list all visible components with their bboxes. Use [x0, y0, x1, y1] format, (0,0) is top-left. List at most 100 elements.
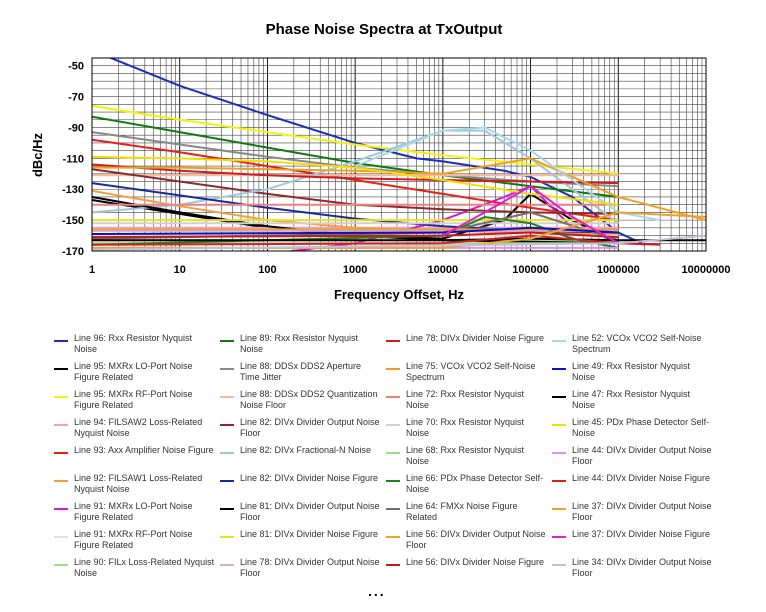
- legend-swatch: [54, 452, 68, 454]
- legend-item: Line 47: Rxx Resistor Nyquist Noise: [548, 389, 718, 415]
- legend-label: Line 70: Rxx Resistor Nyquist Noise: [406, 417, 525, 438]
- legend-label: Line 78: DIVx Divider Output Noise Floor: [240, 557, 380, 578]
- legend-item: Line 68: Rxx Resistor Nyquist Noise: [382, 445, 552, 471]
- legend-label: Line 82: DIVx Divider Output Noise Floor: [240, 417, 380, 438]
- legend-label: Line 47: Rxx Resistor Nyquist Noise: [572, 389, 691, 410]
- series-line-31: [92, 155, 619, 206]
- x-axis-label: Frequency Offset, Hz: [334, 287, 465, 302]
- legend-item: Line 52: VCOx VCO2 Self-Noise Spectrum: [548, 333, 718, 359]
- legend-swatch: [54, 508, 68, 510]
- legend-item: Line 66: PDx Phase Detector Self-Noise: [382, 473, 552, 499]
- legend-item: Line 64: FMXx Noise Figure Related: [382, 501, 552, 527]
- legend-swatch: [552, 396, 566, 398]
- legend-label: Line 34: DIVx Divider Output Noise Floor: [572, 557, 712, 578]
- legend-label: Line 81: DIVx Divider Noise Figure: [240, 529, 379, 539]
- legend-swatch: [386, 508, 400, 510]
- series-group: [92, 58, 706, 251]
- series-line-5: [92, 138, 619, 222]
- plot-frame: [91, 57, 707, 252]
- legend-label: Line 37: DIVx Divider Output Noise Floor: [572, 501, 712, 522]
- legend-item: Line 91: MXRx LO-Port Noise Figure Relat…: [50, 501, 220, 527]
- legend-swatch: [220, 368, 234, 370]
- legend-swatch: [552, 452, 566, 454]
- legend-label: Line 78: DIVx Divider Noise Figure: [406, 333, 545, 343]
- y-axis-label: dBc/Hz: [30, 132, 45, 177]
- legend-swatch: [552, 564, 566, 566]
- legend-label: Line 91: MXRx RF-Port Noise Figure Relat…: [74, 529, 193, 550]
- legend-item: Line 89: Rxx Resistor Nyquist Noise: [216, 333, 386, 359]
- legend-item: Line 81: DIVx Divider Noise Figure: [216, 529, 386, 555]
- legend-item: Line 37: DIVx Divider Output Noise Floor: [548, 501, 718, 527]
- legend-swatch: [386, 536, 400, 538]
- x-tick-label: 10000: [428, 264, 459, 276]
- legend-swatch: [386, 424, 400, 426]
- legend-swatch: [54, 480, 68, 482]
- legend-label: Line 37: DIVx Divider Noise Figure: [572, 529, 711, 539]
- series-line-33: [92, 234, 661, 246]
- series-line-35: [442, 185, 619, 245]
- legend-swatch: [386, 480, 400, 482]
- legend-swatch: [386, 564, 400, 566]
- legend-label: Line 93: Axx Amplifier Noise Figure: [74, 445, 214, 455]
- series-line-34: [92, 211, 706, 249]
- y-tick-label: -90: [68, 122, 84, 134]
- legend-label: Line 94: FILSAW2 Loss-Related Nyquist No…: [74, 417, 203, 438]
- series-line-20: [92, 157, 706, 222]
- legend-item: Line 96: Rxx Resistor Nyquist Noise: [50, 333, 220, 359]
- legend-item: Line 75: VCOx VCO2 Self-Noise Spectrum: [382, 361, 552, 387]
- legend-label: Line 44: DIVx Divider Noise Figure: [572, 473, 711, 483]
- legend-item: Line 92: FILSAW1 Loss-Related Nyquist No…: [50, 473, 220, 499]
- legend-item: Line 56: DIVx Divider Output Noise Floor: [382, 529, 552, 555]
- y-tick-label: -70: [68, 92, 84, 104]
- y-tick-label: -130: [62, 184, 84, 196]
- legend-swatch: [54, 564, 68, 566]
- legend-item: Line 44: DIVx Divider Output Noise Floor: [548, 445, 718, 471]
- legend-swatch: [220, 424, 234, 426]
- series-line-29: [92, 226, 619, 235]
- x-tick-label: 100000: [512, 264, 549, 276]
- legend-label: Line 64: FMXx Noise Figure Related: [406, 501, 518, 522]
- legend-swatch: [220, 564, 234, 566]
- legend-item: Line 37: DIVx Divider Noise Figure: [548, 529, 718, 555]
- legend-label: Line 68: Rxx Resistor Nyquist Noise: [406, 445, 525, 466]
- legend-swatch: [54, 424, 68, 426]
- legend-label: Line 52: VCOx VCO2 Self-Noise Spectrum: [572, 333, 702, 354]
- legend-swatch: [54, 536, 68, 538]
- legend-item: Line 45: PDx Phase Detector Self-Noise: [548, 417, 718, 443]
- legend-item: Line 95: MXRx LO-Port Noise Figure Relat…: [50, 361, 220, 387]
- x-tick-label: 1: [89, 264, 95, 276]
- legend-item: Line 91: MXRx RF-Port Noise Figure Relat…: [50, 529, 220, 555]
- legend-item: Line 56: DIVx Divider Noise Figure: [382, 557, 552, 583]
- legend-swatch: [220, 480, 234, 482]
- legend-item: Line 49: Rxx Resistor Nyquist Noise: [548, 361, 718, 387]
- y-tick-label: -110: [63, 153, 84, 165]
- y-axis-ticks: -50 -70 -90 -110 -130 -150 -170: [62, 61, 84, 258]
- legend-more-indicator[interactable]: ...: [368, 583, 386, 599]
- legend-swatch: [552, 536, 566, 538]
- legend-swatch: [54, 396, 68, 398]
- legend-item: Line 90: FILx Loss-Related Nyquist Noise: [50, 557, 220, 583]
- legend-swatch: [552, 340, 566, 342]
- legend-swatch: [386, 368, 400, 370]
- x-tick-label: 10: [174, 264, 186, 276]
- legend-label: Line 49: Rxx Resistor Nyquist Noise: [572, 361, 691, 382]
- legend-item: Line 82: DIVx Divider Noise Figure: [216, 473, 386, 499]
- legend-label: Line 72: Rxx Resistor Nyquist Noise: [406, 389, 525, 410]
- legend-swatch: [386, 396, 400, 398]
- legend-label: Line 56: DIVx Divider Noise Figure: [406, 557, 545, 567]
- legend-label: Line 92: FILSAW1 Loss-Related Nyquist No…: [74, 473, 203, 494]
- legend-swatch: [386, 452, 400, 454]
- legend-label: Line 96: Rxx Resistor Nyquist Noise: [74, 333, 193, 354]
- legend-label: Line 45: PDx Phase Detector Self-Noise: [572, 417, 710, 438]
- legend-swatch: [220, 508, 234, 510]
- legend-label: Line 66: PDx Phase Detector Self-Noise: [406, 473, 544, 494]
- legend-item: Line 78: DIVx Divider Output Noise Floor: [216, 557, 386, 583]
- legend-swatch: [552, 368, 566, 370]
- legend-label: Line 95: MXRx LO-Port Noise Figure Relat…: [74, 361, 193, 382]
- x-tick-label: 100: [258, 264, 276, 276]
- series-line-1: [108, 58, 646, 246]
- x-axis-ticks: 1 10 100 1000 10000 100000 1000000 10000000: [89, 264, 731, 276]
- legend-swatch: [386, 340, 400, 342]
- chart: Phase Noise Spectra at TxOutput -50 -70 -9…: [30, 21, 731, 302]
- legend-swatch: [552, 424, 566, 426]
